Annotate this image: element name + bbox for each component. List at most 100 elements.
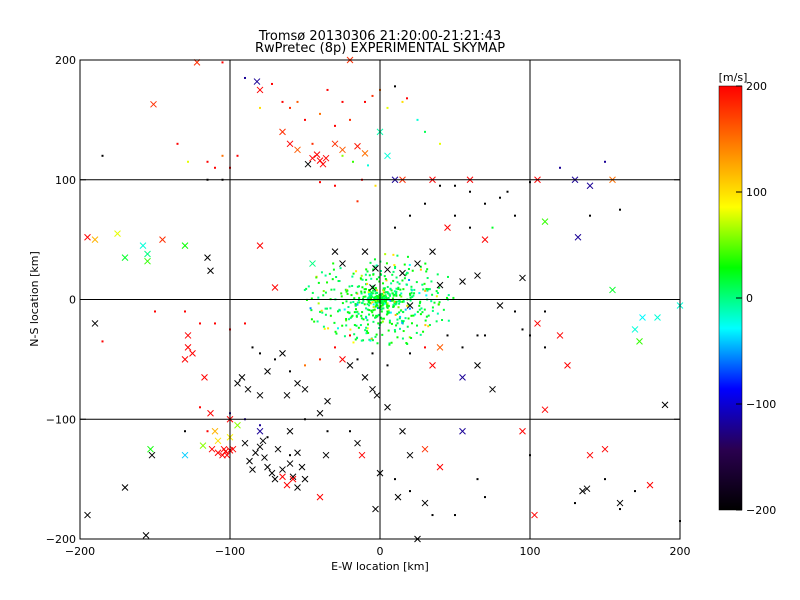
cross-point [399,269,406,277]
cluster-point [328,272,331,275]
cluster-point [403,263,406,266]
cluster-point [418,308,421,311]
cluster-point [381,304,384,307]
cross-stroke [286,140,294,148]
cluster-point [345,319,348,322]
dot-point [416,118,419,121]
cross-point [459,373,466,381]
cross-stroke [361,248,369,255]
cluster-point [327,327,330,330]
cross-point [159,236,166,243]
cluster-point [384,291,387,294]
cross-stroke [91,320,99,327]
cross-stroke [84,511,91,519]
cross-point [256,391,264,399]
cross-point [654,314,661,321]
dot-point [446,334,449,337]
cross-stroke [489,385,496,393]
cluster-point [393,290,396,293]
cross-stroke [609,286,616,294]
cluster-point [391,297,394,300]
cluster-point [426,289,429,292]
cross-stroke [384,152,391,160]
cross-stroke [208,445,216,453]
cluster-point [338,280,341,283]
cluster-point [404,317,407,320]
cluster-point [376,342,379,345]
cluster-point [415,281,418,284]
dot-point [559,166,561,169]
cross-point [583,485,591,493]
cross-point [459,427,466,435]
cross-stroke [249,466,256,473]
cluster-point [385,262,388,265]
cluster-point [409,293,412,296]
cluster-point [419,333,422,336]
y-tick-label: −100 [46,413,76,426]
dot-point [356,358,359,361]
dot-point [454,214,456,217]
dot-point [634,490,636,493]
cross-stroke [283,481,291,489]
cross-stroke [661,401,669,409]
cluster-point [419,300,422,303]
cross-stroke [256,391,264,399]
cross-point [211,427,219,435]
cluster-point [386,304,389,307]
cross-stroke [354,142,361,150]
cluster-point [413,288,416,291]
cluster-point [398,327,401,330]
dot-point [476,478,479,481]
colorbar-tick-label: 0 [746,292,753,305]
cross-stroke [421,499,429,507]
cluster-point [397,306,400,309]
cluster-point [392,279,395,282]
cross-point [406,302,414,309]
x-axis-ticks: −200 −100 0 100 200 [65,60,691,558]
cluster-point [401,337,404,340]
cluster-point [438,301,441,304]
x-axis-label: E-W location [km] [331,560,429,573]
cluster-point [365,326,368,329]
cross-point [319,160,327,168]
dot-point [184,430,186,433]
cluster-point [353,324,356,327]
cross-point [444,224,451,232]
cluster-point [357,299,360,302]
cross-point [148,451,156,459]
cluster-point [360,274,363,277]
cluster-point [386,305,389,308]
dot-point [289,106,291,109]
cross-stroke [586,182,594,190]
cross-point [556,332,564,339]
dot-point [176,142,179,145]
cluster-point [410,336,413,339]
cross-stroke [114,230,121,237]
cluster-point [408,336,411,339]
cross-point [294,484,301,491]
cluster-point [412,294,415,297]
cluster-point [355,337,358,340]
cluster-point [431,306,434,309]
cross-point [331,140,339,148]
cross-stroke [264,463,271,471]
dot-point [356,200,359,203]
cluster-point [345,300,348,303]
cluster-point [394,303,397,306]
cluster-point [371,292,374,295]
cluster-point [362,339,365,342]
cluster-point [330,288,333,291]
cluster-point [365,268,368,271]
cross-stroke [214,449,222,457]
cluster-point [368,274,371,277]
cluster-point [355,291,358,294]
dot-point [484,334,486,337]
cluster-point [402,288,405,291]
cluster-point [386,310,389,313]
cluster-point [388,321,391,324]
cluster-point [383,302,386,305]
cross-stroke [316,493,324,501]
cluster-point [373,258,376,261]
cross-point [139,242,147,249]
cluster-point [410,322,413,325]
